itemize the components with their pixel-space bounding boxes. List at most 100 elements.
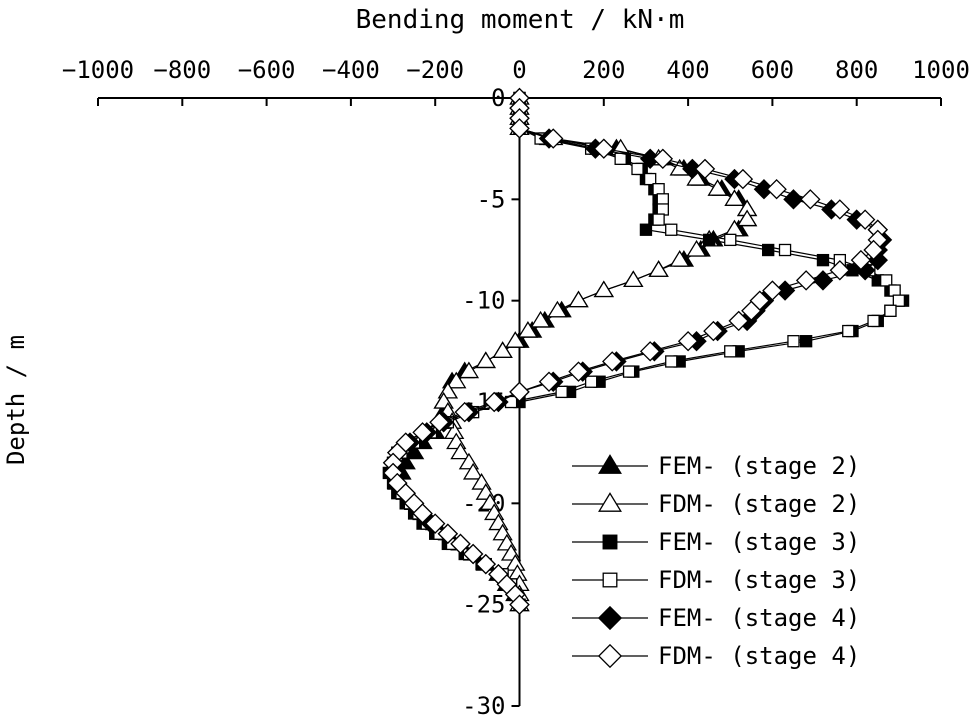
data-point	[614, 152, 627, 165]
data-point	[648, 260, 669, 277]
data-point	[686, 239, 707, 257]
legend-label: FEM- (stage 2)	[658, 452, 860, 480]
legend-item: FEM- (stage 4)	[572, 604, 860, 632]
legend-marker	[598, 454, 622, 474]
data-point	[639, 341, 661, 362]
legend-item: FEM- (stage 3)	[572, 528, 860, 556]
data-point	[568, 290, 589, 308]
data-point	[517, 320, 539, 338]
data-point	[446, 371, 467, 389]
data-point	[538, 371, 560, 392]
data-point	[652, 148, 674, 170]
data-point	[762, 280, 783, 301]
data-point	[842, 324, 855, 338]
data-point	[736, 209, 758, 227]
data-point	[656, 203, 669, 216]
data-point	[454, 401, 475, 423]
data-point	[829, 260, 851, 281]
data-point	[884, 304, 897, 317]
data-point	[584, 375, 598, 388]
data-point	[892, 294, 906, 307]
data-point	[665, 355, 678, 368]
data-point	[543, 128, 564, 149]
data-point	[509, 118, 530, 139]
x-tick-label: 200	[582, 56, 625, 84]
axes: −1000 −800 −600 −400 −200 0 200 400 600 800 1000 0 -…	[62, 56, 970, 720]
data-point	[656, 193, 669, 206]
data-point	[643, 172, 657, 186]
data-point	[703, 320, 724, 342]
data-point	[854, 209, 876, 230]
x-tick-label: −800	[153, 56, 211, 84]
data-point	[505, 331, 526, 348]
y-tick-label: -30	[462, 692, 505, 720]
legend-item: FDM- (stage 4)	[572, 642, 860, 670]
legend-label: FDM- (stage 4)	[658, 642, 860, 670]
legend-label: FEM- (stage 4)	[658, 604, 860, 632]
data-point	[778, 243, 792, 257]
data-point	[800, 189, 821, 210]
data-point	[652, 183, 665, 196]
data-point	[850, 249, 872, 271]
data-point	[424, 513, 446, 534]
data-point	[639, 223, 653, 236]
y-tick-label: 0	[491, 84, 505, 112]
x-tick-label: −200	[406, 56, 464, 84]
data-point	[475, 553, 496, 575]
data-point	[665, 223, 678, 236]
data-point	[450, 442, 471, 460]
series-6	[382, 87, 888, 615]
data-point	[462, 462, 484, 480]
data-point	[602, 351, 623, 372]
data-point	[568, 361, 589, 382]
data-point	[888, 284, 901, 297]
data-point	[728, 310, 749, 332]
data-point	[623, 270, 644, 288]
data-point	[669, 250, 690, 267]
data-point	[816, 253, 830, 267]
data-point	[555, 385, 568, 399]
legend-marker	[597, 643, 623, 669]
data-point	[458, 361, 480, 379]
data-point	[509, 594, 530, 615]
legend-item: FEM- (stage 2)	[572, 452, 860, 480]
data-point	[429, 412, 450, 433]
y-tick-label: -5	[477, 185, 506, 213]
x-tick-label: −400	[322, 56, 380, 84]
series-layer	[382, 87, 910, 615]
x-tick-label: 400	[666, 56, 709, 84]
data-point	[483, 391, 505, 413]
legend-label: FDM- (stage 2)	[658, 490, 860, 518]
x-tick-label: 800	[835, 56, 878, 84]
data-point	[593, 138, 615, 159]
y-tick-label: -10	[462, 287, 505, 315]
data-point	[450, 533, 471, 555]
data-point	[509, 381, 530, 403]
data-point	[437, 523, 459, 544]
data-point	[412, 422, 433, 443]
x-tick-label: 600	[751, 56, 794, 84]
data-point	[593, 280, 614, 298]
data-point	[631, 162, 644, 176]
data-point	[741, 300, 762, 322]
legend-marker	[602, 572, 618, 588]
legend-label: FEM- (stage 3)	[658, 528, 860, 556]
legend-marker	[602, 534, 618, 550]
data-point	[880, 274, 893, 287]
legend-marker	[598, 492, 622, 512]
data-point	[707, 179, 728, 196]
x-tick-label: 0	[512, 56, 526, 84]
legend-marker	[597, 605, 623, 631]
data-point	[787, 335, 800, 348]
x-tick-label: −600	[238, 56, 296, 84]
y-tick-label: -25	[462, 591, 505, 619]
data-point	[724, 189, 745, 206]
data-point	[412, 503, 433, 524]
data-point	[829, 199, 851, 220]
x-tick-label: −1000	[62, 56, 134, 84]
data-point	[762, 243, 775, 257]
legend-item: FDM- (stage 2)	[572, 490, 860, 518]
data-point	[475, 351, 496, 369]
data-point	[724, 233, 737, 247]
